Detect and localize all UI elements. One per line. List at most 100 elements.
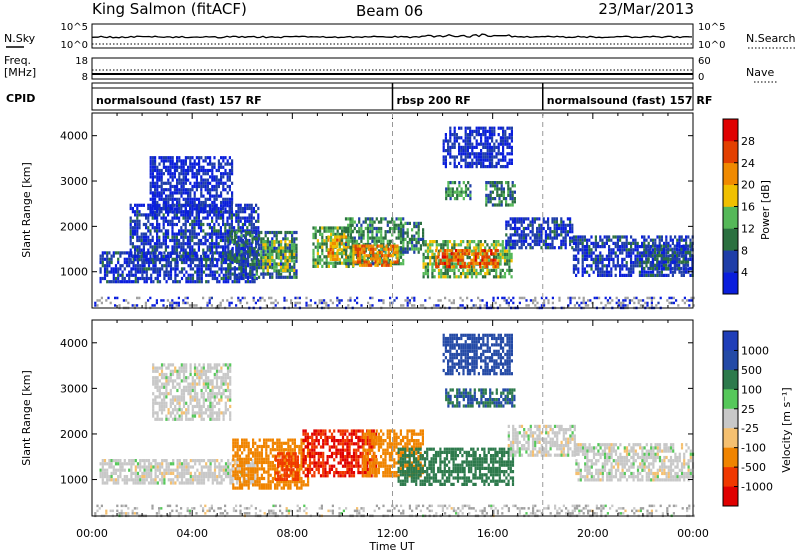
heatmap-cell — [366, 223, 370, 227]
heatmap-cell — [101, 481, 104, 485]
heatmap-cell — [437, 252, 440, 256]
heatmap-cell — [492, 296, 495, 300]
heatmap-cell — [195, 304, 198, 307]
heatmap-cell — [622, 301, 625, 305]
heatmap-cell — [288, 256, 291, 260]
heatmap-cell — [174, 280, 177, 284]
heatmap-cell — [510, 126, 513, 130]
heatmap-cell — [165, 204, 168, 208]
heatmap-cell — [460, 152, 463, 156]
heatmap-cell — [426, 256, 430, 260]
heatmap-cell — [171, 165, 174, 169]
heatmap-cell — [189, 264, 192, 268]
heatmap-cell — [138, 235, 141, 239]
heatmap-cell — [511, 203, 514, 207]
heatmap-cell — [233, 269, 236, 273]
heatmap-cell — [141, 267, 144, 271]
heatmap-cell — [469, 197, 472, 201]
heatmap-cell — [218, 273, 221, 277]
heatmap-cell — [189, 222, 192, 227]
heatmap-cell — [160, 188, 163, 192]
heatmap-cell — [156, 245, 159, 249]
heatmap-cell — [136, 276, 140, 281]
heatmap-cell — [249, 253, 252, 257]
heatmap-cell — [371, 304, 374, 307]
heatmap-cell — [378, 244, 381, 248]
heatmap-cell — [226, 197, 229, 201]
heatmap-cell — [500, 184, 503, 188]
heatmap-cell — [202, 222, 205, 227]
heatmap-cell — [605, 241, 608, 245]
heatmap-cell — [458, 181, 461, 185]
heatmap-cell — [491, 136, 494, 140]
heatmap-cell — [455, 262, 458, 266]
heatmap-cell — [219, 245, 222, 249]
heatmap-cell — [273, 230, 276, 235]
heatmap-cell — [211, 251, 214, 255]
heatmap-cell — [406, 231, 409, 235]
heatmap-cell — [632, 238, 635, 242]
heatmap-cell — [371, 230, 374, 234]
heatmap-cell — [687, 235, 690, 239]
heatmap-cell — [583, 257, 586, 261]
heatmap-cell — [229, 234, 232, 238]
heatmap-cell — [463, 261, 466, 265]
heatmap-cell — [160, 178, 163, 182]
heatmap-cell — [491, 152, 494, 156]
heatmap-cell — [356, 250, 359, 255]
heatmap-cell — [182, 197, 185, 201]
heatmap-cell — [197, 245, 200, 249]
heatmap-cell — [449, 193, 452, 197]
heatmap-cell — [453, 197, 457, 201]
heatmap-cell — [451, 268, 454, 272]
heatmap-cell — [540, 226, 543, 231]
heatmap-cell — [533, 233, 536, 237]
heatmap-cell — [435, 249, 438, 253]
heatmap-cell — [397, 223, 400, 227]
heatmap-cell — [344, 217, 348, 221]
heatmap-cell — [444, 158, 447, 162]
heatmap-cell — [540, 246, 543, 250]
heatmap-cell — [213, 156, 216, 160]
heatmap-cell — [511, 200, 514, 204]
heatmap-cell — [119, 471, 122, 475]
heatmap-cell — [484, 145, 487, 149]
heatmap-cell — [110, 465, 113, 469]
heatmap-cell — [230, 296, 233, 300]
heatmap-cell — [136, 226, 139, 230]
heatmap-cell — [632, 251, 635, 255]
heatmap-cell — [128, 260, 131, 265]
heatmap-cell — [318, 299, 321, 302]
heatmap-cell — [228, 226, 231, 230]
heatmap-cell — [151, 178, 154, 182]
heatmap-cell — [173, 188, 176, 192]
heatmap-cell — [601, 270, 604, 274]
heatmap-cell — [442, 161, 445, 165]
heatmap-cell — [108, 280, 111, 284]
heatmap-cell — [198, 181, 201, 185]
heatmap-cell — [258, 246, 261, 251]
power-ytick-label: 4000 — [60, 130, 88, 143]
heatmap-cell — [495, 268, 498, 272]
heatmap-cell — [160, 191, 163, 195]
heatmap-cell — [336, 229, 339, 233]
heatmap-cell — [288, 249, 291, 253]
heatmap-cell — [197, 242, 200, 246]
heatmap-cell — [632, 270, 635, 274]
heatmap-cell — [169, 204, 172, 208]
heatmap-cell — [511, 242, 514, 247]
heatmap-cell — [402, 250, 405, 254]
heatmap-cell — [477, 161, 480, 165]
heatmap-cell — [222, 197, 225, 201]
heatmap-cell — [132, 267, 135, 271]
heatmap-cell — [101, 468, 104, 472]
heatmap-cell — [239, 216, 242, 220]
heatmap-cell — [202, 165, 205, 169]
heatmap-cell — [663, 273, 666, 277]
heatmap-cell — [647, 260, 650, 264]
heatmap-cell — [356, 257, 359, 261]
heatmap-cell — [442, 275, 445, 279]
heatmap-cell — [139, 264, 142, 268]
heatmap-cell — [386, 220, 389, 224]
heatmap-cell — [472, 258, 475, 262]
